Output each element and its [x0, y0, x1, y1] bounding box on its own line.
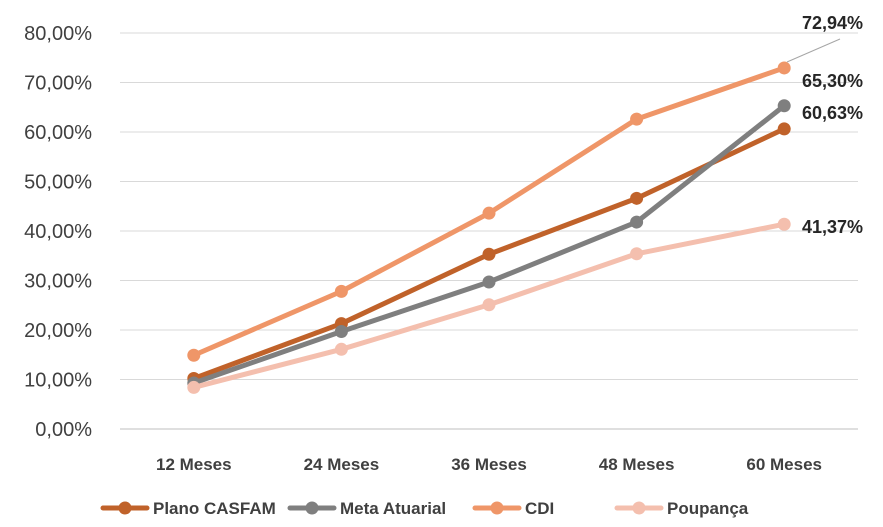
data-label: 72,94% [802, 13, 863, 33]
data-point [630, 191, 644, 205]
data-point [482, 275, 496, 289]
legend-swatch-marker [632, 501, 646, 515]
x-tick-label: 60 Meses [746, 455, 822, 474]
legend-entry-label: CDI [525, 499, 554, 518]
data-point [630, 112, 644, 126]
data-label: 60,63% [802, 103, 863, 123]
data-point [777, 99, 791, 113]
y-tick-label: 50,00% [24, 172, 92, 194]
x-tick-label: 48 Meses [599, 455, 675, 474]
data-point [777, 217, 791, 231]
x-tick-label: 24 Meses [304, 455, 380, 474]
data-point [334, 284, 348, 298]
data-point [482, 247, 496, 261]
gridlines [120, 32, 858, 430]
legend-swatch-marker [118, 501, 132, 515]
y-axis-tick-labels: 0,00% 10,00% 20,00% 30,00% 40,00% 50,00% 60,00… [24, 23, 92, 441]
y-tick-label: 60,00% [24, 122, 92, 144]
data-point [777, 61, 791, 75]
x-axis-tick-labels: 12 Meses 24 Meses 36 Meses 48 Meses 60 Meses [156, 455, 822, 474]
legend: Plano CASFAM Meta Atuarial CDI Poupança [100, 499, 749, 518]
y-tick-label: 80,00% [24, 23, 92, 45]
x-tick-label: 12 Meses [156, 455, 232, 474]
legend-entry-label: Plano CASFAM [153, 499, 276, 518]
legend-swatch-marker [305, 501, 319, 515]
data-point [630, 247, 644, 261]
series-lines [187, 61, 791, 394]
y-tick-label: 30,00% [24, 271, 92, 293]
y-tick-label: 70,00% [24, 73, 92, 95]
data-point [334, 342, 348, 356]
data-labels: 60,63% 65,30% 72,94% 41,37% [786, 13, 863, 237]
label-leader-line [786, 38, 841, 63]
data-point [482, 298, 496, 312]
y-tick-label: 10,00% [24, 370, 92, 392]
data-point [334, 324, 348, 338]
data-point [777, 122, 791, 136]
y-tick-label: 20,00% [24, 320, 92, 342]
data-point [187, 348, 201, 362]
legend-swatch-marker [490, 501, 504, 515]
y-tick-label: 0,00% [35, 419, 92, 441]
data-point [187, 380, 201, 394]
legend-entry-label: Meta Atuarial [340, 499, 446, 518]
data-point [482, 206, 496, 220]
y-tick-label: 40,00% [24, 221, 92, 243]
x-tick-label: 36 Meses [451, 455, 527, 474]
legend-entry-label: Poupança [667, 499, 749, 518]
data-point [630, 215, 644, 229]
data-label: 65,30% [802, 71, 863, 91]
data-label: 41,37% [802, 217, 863, 237]
